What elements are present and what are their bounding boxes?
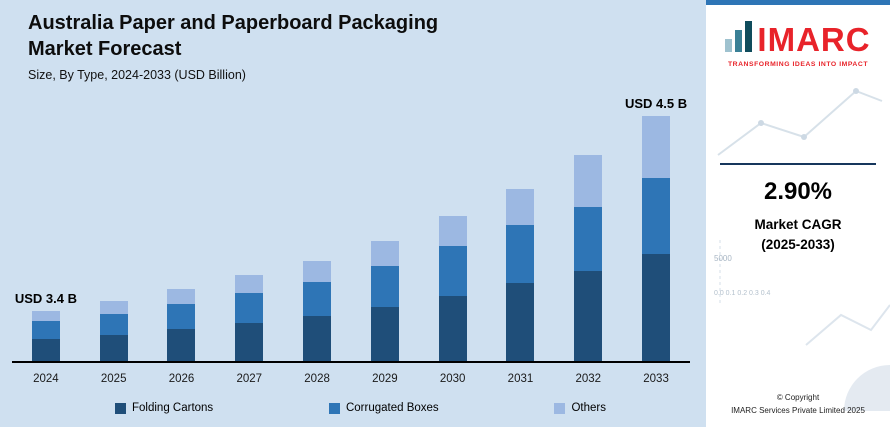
legend-label-folding-cartons: Folding Cartons — [132, 402, 214, 414]
logo-bars-icon — [725, 21, 753, 55]
bar-segment-others — [31, 311, 60, 321]
bar-segment-others — [370, 241, 399, 266]
bar-segment-others — [167, 289, 196, 304]
logo-text: IMARC — [757, 21, 871, 59]
bar-segment-others — [574, 155, 603, 207]
cagr-block: 2.90% Market CAGR (2025-2033) — [720, 163, 876, 254]
chart-title-line2: Market Forecast — [28, 38, 182, 60]
bar-segment-folding-cartons — [574, 271, 603, 361]
legend-item-folding-cartons: Folding Cartons — [115, 402, 213, 414]
x-axis-label-2024: 2024 — [33, 373, 59, 385]
copyright-line2: IMARC Services Private Limited 2025 — [731, 406, 865, 416]
logo-tagline: TRANSFORMING IDEAS INTO IMPACT — [727, 61, 869, 68]
bar-total-label-2024: USD 3.4 B — [14, 291, 77, 306]
bar-stack-2029 — [370, 241, 399, 361]
bar-group-2026: 2026 — [148, 110, 216, 385]
bar-total-label-2033: USD 4.5 B — [625, 96, 688, 111]
bar-group-2030: 2030 — [419, 110, 487, 385]
bar-segment-others — [235, 275, 264, 293]
brand-panel: 5000 0.0 0.1 0.2 0.3 0.4 IMARC TRANSFORM… — [706, 0, 890, 427]
decor-number: 5000 — [714, 254, 732, 263]
chart-subtitle: Size, By Type, 2024-2033 (USD Billion) — [28, 68, 246, 82]
bar-stack-2025 — [99, 301, 128, 361]
decor-ticks: 0.0 0.1 0.2 0.3 0.4 — [714, 290, 771, 297]
bar-stack-2031 — [506, 189, 535, 361]
bar-segment-others — [506, 189, 535, 225]
legend-item-others: Others — [554, 402, 606, 414]
bar-segment-corrugated-boxes — [303, 282, 332, 316]
bar-segment-corrugated-boxes — [506, 225, 535, 283]
bar-segment-corrugated-boxes — [642, 178, 671, 254]
bar-group-2033: USD 4.5 B 2033 — [622, 96, 690, 385]
cagr-label-line1: Market CAGR — [754, 217, 842, 232]
cagr-label: Market CAGR (2025-2033) — [720, 215, 876, 254]
bar-segment-others — [438, 216, 467, 246]
legend: Folding Cartons Corrugated Boxes Others — [115, 402, 606, 414]
x-axis-label-2030: 2030 — [439, 373, 466, 385]
bar-segment-corrugated-boxes — [235, 293, 264, 323]
bar-segment-corrugated-boxes — [99, 314, 128, 335]
x-axis-label-2026: 2026 — [168, 373, 195, 385]
bar-segment-folding-cartons — [303, 316, 332, 361]
bar-segment-others — [303, 261, 332, 282]
chart-region: Australia Paper and Paperboard Packaging… — [12, 10, 690, 414]
bar-stack-2028 — [303, 261, 332, 361]
bar-stack-2026 — [167, 289, 196, 361]
cagr-divider — [720, 163, 876, 165]
x-axis-label-2031: 2031 — [507, 373, 534, 385]
bar-group-2024: USD 3.4 B 2024 — [12, 110, 80, 385]
x-axis-label-2033: 2033 — [643, 373, 669, 385]
legend-swatch-corrugated-boxes — [328, 402, 340, 414]
bar-stack-2032 — [574, 155, 603, 361]
bar-stack-2024 — [31, 311, 60, 361]
legend-label-others: Others — [571, 402, 606, 414]
imarc-logo: IMARC TRANSFORMING IDEAS INTO IMPACT — [706, 21, 890, 68]
legend-label-corrugated-boxes: Corrugated Boxes — [345, 402, 439, 414]
bar-group-2025: 2025 — [80, 110, 148, 385]
bar-group-2029: 2029 — [351, 110, 419, 385]
bar-segment-folding-cartons — [642, 254, 671, 361]
plot-area: USD 3.4 B 2024 2025 2026 2027 2028 2029 2030 203… — [12, 96, 690, 385]
x-axis-label-2025: 2025 — [100, 373, 127, 385]
x-axis-label-2032: 2032 — [575, 373, 602, 385]
chart-title-line1: Australia Paper and Paperboard Packaging — [28, 12, 439, 34]
bar-segment-folding-cartons — [370, 307, 399, 361]
bar-group-2027: 2027 — [215, 110, 283, 385]
copyright: © Copyright IMARC Services Private Limit… — [706, 392, 890, 418]
bar-segment-corrugated-boxes — [167, 304, 196, 329]
bar-segment-folding-cartons — [31, 339, 60, 361]
bar-group-2031: 2031 — [487, 110, 555, 385]
bar-segment-folding-cartons — [167, 329, 196, 361]
bar-segment-corrugated-boxes — [438, 246, 467, 296]
bar-segment-others — [99, 301, 128, 314]
bar-segment-folding-cartons — [438, 296, 467, 361]
bar-stack-2027 — [235, 275, 264, 361]
legend-item-corrugated-boxes: Corrugated Boxes — [328, 402, 439, 414]
bar-segment-folding-cartons — [235, 323, 264, 361]
bar-segment-others — [642, 116, 671, 178]
x-axis-label-2027: 2027 — [236, 373, 263, 385]
bar-segment-corrugated-boxes — [370, 266, 399, 307]
bar-stack-2033 — [642, 116, 671, 361]
bar-group-2032: 2032 — [554, 110, 622, 385]
x-axis-label-2029: 2029 — [372, 373, 398, 385]
legend-swatch-folding-cartons — [115, 402, 126, 414]
cagr-value: 2.90% — [763, 178, 833, 205]
bar-segment-corrugated-boxes — [31, 321, 60, 339]
bar-stack-2030 — [438, 216, 467, 361]
copyright-line1: © Copyright — [776, 393, 820, 403]
chart-header: Australia Paper and Paperboard Packaging… — [28, 10, 438, 82]
bar-segment-corrugated-boxes — [574, 207, 603, 271]
bar-segment-folding-cartons — [99, 335, 128, 361]
bar-segment-folding-cartons — [506, 283, 535, 361]
x-axis-label-2028: 2028 — [304, 373, 330, 385]
cagr-label-line2: (2025-2033) — [761, 236, 835, 252]
bar-group-2028: 2028 — [283, 110, 351, 385]
legend-swatch-others — [554, 402, 566, 414]
